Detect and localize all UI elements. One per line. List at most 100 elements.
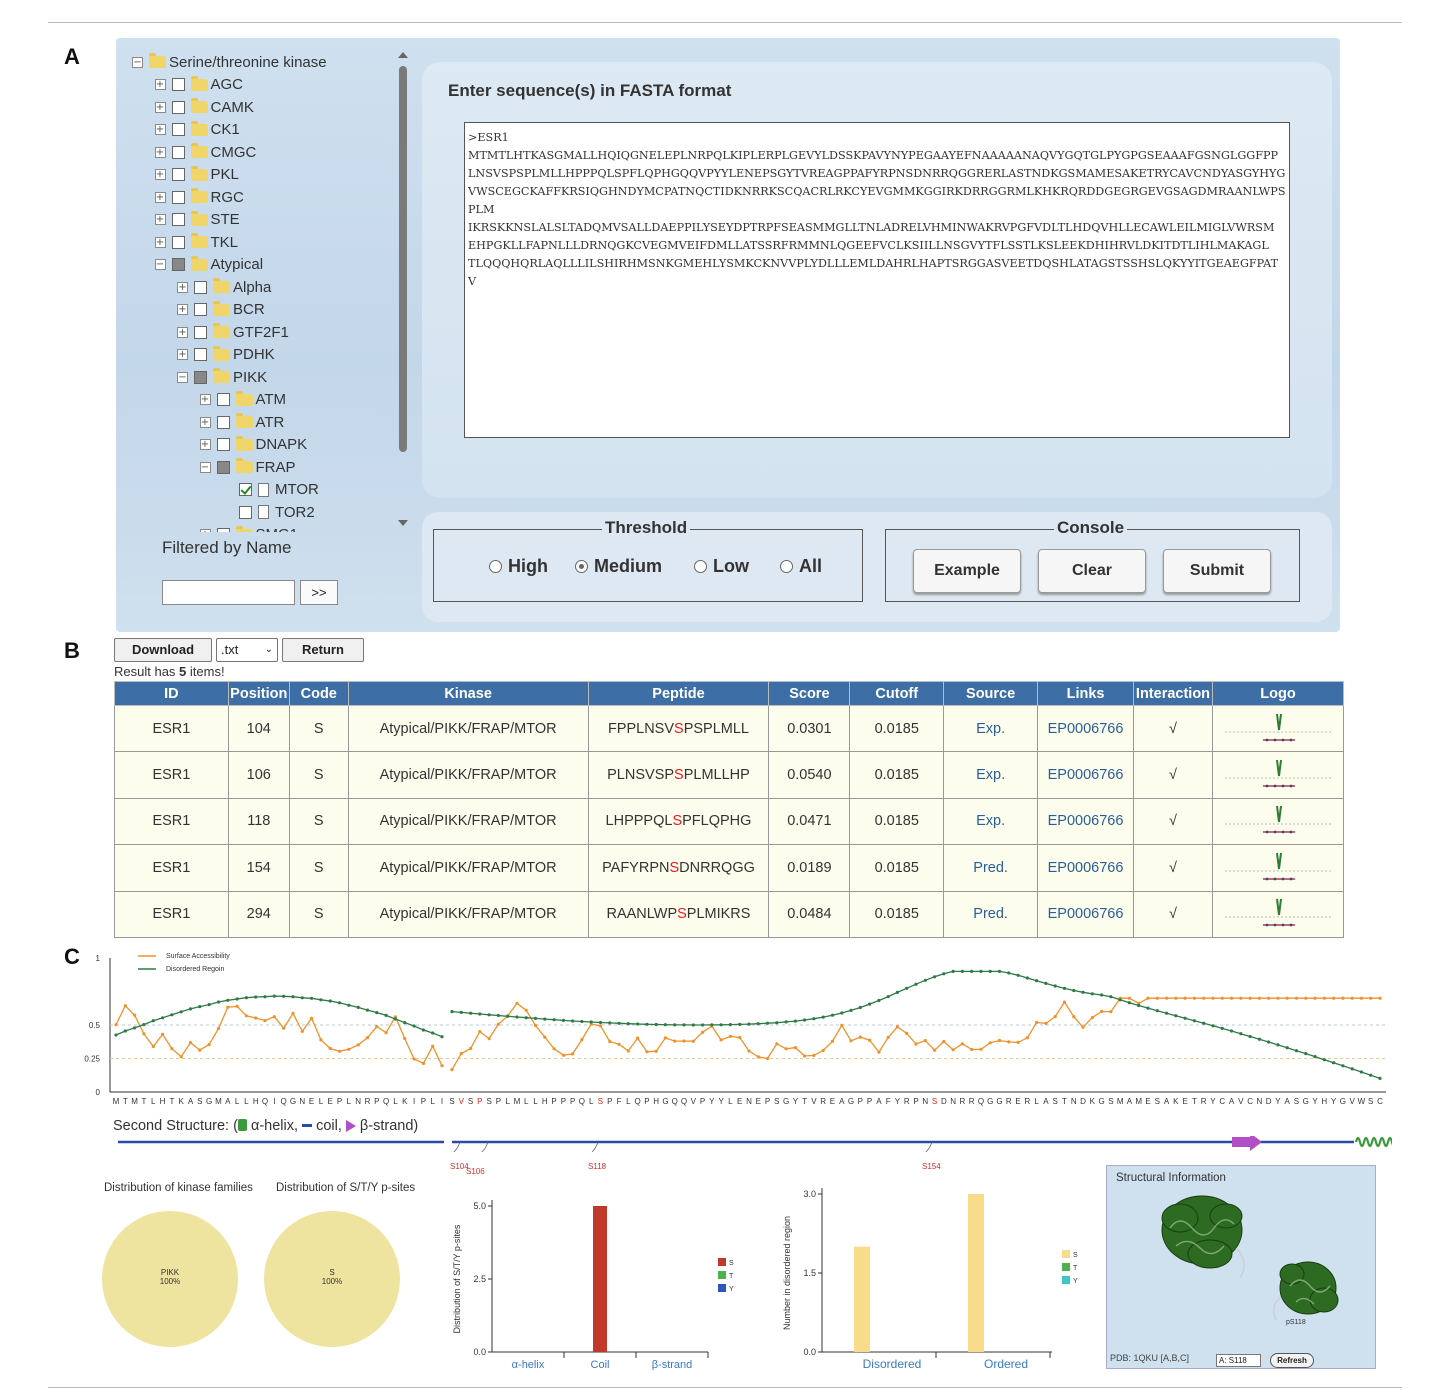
tree-item[interactable]: − PIKK	[177, 367, 267, 387]
cell-source[interactable]: Pred.	[943, 844, 1039, 892]
cell-logo[interactable]	[1211, 890, 1345, 938]
cell-source[interactable]: Exp.	[943, 704, 1039, 753]
tree-checkbox[interactable]	[171, 145, 185, 159]
tree-item[interactable]: + PKL	[154, 165, 239, 185]
expand-icon[interactable]: +	[199, 394, 211, 405]
column-header[interactable]: ID	[114, 681, 229, 706]
collapse-icon[interactable]: −	[199, 461, 211, 473]
cell-logo[interactable]	[1211, 751, 1345, 799]
tree-checkbox[interactable]	[194, 348, 207, 361]
radio-selected-icon[interactable]	[575, 560, 588, 573]
expand-icon[interactable]: +	[154, 236, 166, 248]
tree-item[interactable]: + Alpha	[177, 277, 271, 297]
tree-item[interactable]: + RGC	[154, 187, 244, 207]
tree-checkbox[interactable]	[216, 528, 230, 532]
tree-item[interactable]: + CAMK	[154, 97, 254, 117]
tree-checkbox[interactable]	[171, 123, 185, 136]
column-header[interactable]: Links	[1037, 681, 1134, 706]
tree-checkbox[interactable]	[194, 280, 207, 294]
scroll-up-icon[interactable]	[398, 52, 408, 58]
expand-icon[interactable]: +	[177, 349, 188, 360]
expand-icon[interactable]: +	[154, 79, 166, 90]
expand-icon[interactable]: +	[154, 169, 166, 180]
tree-checkbox[interactable]	[171, 213, 185, 226]
cell-source[interactable]: Pred.	[943, 890, 1039, 938]
expand-icon[interactable]: +	[177, 281, 188, 293]
cell-logo[interactable]	[1211, 704, 1345, 753]
column-header[interactable]: Code	[288, 681, 349, 706]
scroll-thumb[interactable]	[399, 66, 407, 452]
tree-item[interactable]: + CK1	[154, 120, 240, 140]
expand-icon[interactable]: +	[199, 529, 211, 532]
tree-checkbox[interactable]	[216, 415, 230, 429]
tree-item[interactable]: − Serine/threonine kinase	[132, 52, 327, 72]
column-header[interactable]: Position	[227, 681, 290, 706]
tree-checkbox[interactable]	[194, 325, 207, 339]
site-select[interactable]: A: S118	[1216, 1354, 1261, 1367]
column-header[interactable]: Score	[768, 681, 851, 706]
tree-item[interactable]: TOR2	[222, 502, 315, 522]
expand-icon[interactable]: +	[199, 439, 211, 450]
tree-item[interactable]: − FRAP	[199, 457, 296, 477]
clear-button[interactable]: Clear	[1038, 549, 1146, 593]
column-header[interactable]: Cutoff	[849, 681, 945, 706]
tree-checkbox[interactable]	[239, 505, 252, 519]
cell-source[interactable]: Exp.	[943, 797, 1039, 846]
tree-checkbox[interactable]	[171, 78, 185, 91]
radio-icon[interactable]	[780, 560, 793, 573]
expand-icon[interactable]: +	[154, 191, 166, 203]
tree-checkbox[interactable]	[171, 168, 185, 181]
tree-item[interactable]: + TKL	[154, 232, 238, 252]
tree-item[interactable]: + CMGC	[154, 142, 256, 162]
example-button[interactable]: Example	[913, 549, 1021, 593]
threshold-medium-radio[interactable]: Medium	[575, 556, 662, 577]
tree-item[interactable]: + BCR	[177, 300, 265, 320]
tree-checkbox[interactable]	[171, 235, 185, 249]
cell-link[interactable]: EP0006766	[1037, 844, 1134, 892]
cell-link[interactable]: EP0006766	[1037, 797, 1134, 846]
tree-item[interactable]: + ATR	[199, 412, 284, 432]
radio-icon[interactable]	[489, 560, 502, 573]
expand-icon[interactable]: +	[154, 146, 166, 158]
tree-item[interactable]: + ATM	[199, 390, 286, 410]
column-header[interactable]: Kinase	[347, 681, 589, 706]
protein-structure-image[interactable]: pS118	[1140, 1188, 1370, 1348]
cell-link[interactable]: EP0006766	[1037, 704, 1134, 753]
tree-checkbox[interactable]	[216, 460, 230, 474]
tree-checkbox[interactable]	[216, 438, 230, 451]
tree-item[interactable]: − Atypical	[154, 255, 263, 275]
threshold-all-radio[interactable]: All	[780, 556, 822, 577]
cell-link[interactable]: EP0006766	[1037, 751, 1134, 799]
tree-scrollbar[interactable]	[396, 48, 410, 532]
filter-name-input[interactable]	[162, 580, 295, 605]
collapse-icon[interactable]: −	[132, 56, 143, 68]
collapse-icon[interactable]: −	[177, 371, 188, 383]
tree-item[interactable]: MTOR	[222, 480, 319, 500]
column-header[interactable]: Source	[943, 681, 1039, 706]
tree-item[interactable]: + STE	[154, 210, 240, 230]
download-button[interactable]: Download	[114, 638, 212, 662]
expand-icon[interactable]: +	[177, 326, 188, 338]
tree-item[interactable]: + AGC	[154, 75, 243, 95]
collapse-icon[interactable]: −	[154, 259, 166, 270]
expand-icon[interactable]: +	[177, 304, 188, 315]
tree-checkbox[interactable]	[171, 190, 185, 204]
tree-checkbox[interactable]	[171, 258, 185, 271]
tree-item[interactable]: + SMG1	[199, 525, 298, 532]
kinase-tree[interactable]: − Serine/threonine kinase + AGC + CAMK + CK1 + CM…	[124, 48, 410, 532]
scroll-down-icon[interactable]	[398, 520, 408, 526]
expand-icon[interactable]: +	[154, 101, 166, 113]
radio-icon[interactable]	[694, 560, 707, 573]
column-header[interactable]: Logo	[1211, 681, 1345, 706]
submit-button[interactable]: Submit	[1163, 549, 1271, 593]
cell-logo[interactable]	[1211, 844, 1345, 892]
threshold-high-radio[interactable]: High	[489, 556, 548, 577]
tree-checkbox[interactable]	[216, 393, 230, 406]
expand-icon[interactable]: +	[199, 416, 211, 428]
cell-logo[interactable]	[1211, 797, 1345, 846]
format-select[interactable]: .txt ⌄	[216, 638, 278, 662]
tree-item[interactable]: + DNAPK	[199, 435, 307, 455]
threshold-low-radio[interactable]: Low	[694, 556, 749, 577]
cell-source[interactable]: Exp.	[943, 751, 1039, 799]
expand-icon[interactable]: +	[154, 214, 166, 225]
